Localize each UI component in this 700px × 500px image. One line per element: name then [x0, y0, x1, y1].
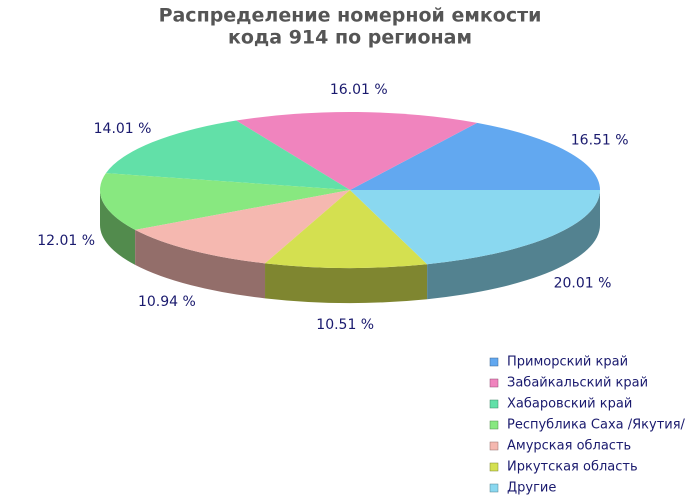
- value-label: 20.01 %: [554, 276, 612, 292]
- slice: [350, 190, 600, 265]
- legend-swatch: [489, 441, 499, 451]
- legend-label: Иркутская область: [507, 460, 638, 475]
- chart-title: Распределение номерной емкости: [159, 5, 542, 27]
- slice: [105, 120, 350, 190]
- value-label: 10.94 %: [138, 294, 196, 310]
- legend-swatch: [489, 378, 499, 388]
- slice: [265, 190, 428, 269]
- value-label: 12.01 %: [37, 233, 95, 249]
- legend-label: Хабаровский край: [507, 397, 632, 412]
- slice: [100, 173, 351, 230]
- slice: [135, 190, 350, 264]
- legend-label: Приморский край: [507, 355, 628, 370]
- legend-swatch: [489, 462, 499, 472]
- value-label: 16.01 %: [330, 82, 388, 98]
- legend-label: Другие: [507, 481, 556, 496]
- slice-side: [135, 229, 266, 299]
- legend-label: Республика Саха /Якутия/: [507, 418, 686, 433]
- slice-side: [265, 263, 428, 303]
- value-label: 14.01 %: [94, 121, 152, 137]
- value-label: 16.51 %: [571, 133, 629, 149]
- legend-swatch: [489, 483, 499, 493]
- slice: [350, 122, 600, 190]
- slice-side: [427, 190, 600, 300]
- slice: [236, 112, 478, 190]
- legend-swatch: [489, 420, 499, 430]
- value-label: 10.51 %: [316, 317, 374, 333]
- slice-side: [100, 190, 136, 265]
- legend-label: Амурская область: [507, 439, 631, 454]
- chart-title: кода 914 по регионам: [228, 27, 472, 49]
- legend-swatch: [489, 399, 499, 409]
- legend-swatch: [489, 357, 499, 367]
- legend-label: Забайкальский край: [507, 376, 648, 391]
